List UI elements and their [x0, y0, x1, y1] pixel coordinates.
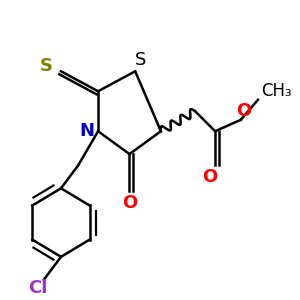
Text: O: O [236, 102, 251, 120]
Text: Cl: Cl [28, 279, 48, 297]
Text: S: S [40, 57, 53, 75]
Text: S: S [135, 51, 147, 69]
Text: O: O [122, 194, 137, 211]
Text: N: N [79, 122, 94, 140]
Text: O: O [202, 168, 217, 186]
Text: CH₃: CH₃ [261, 82, 291, 100]
